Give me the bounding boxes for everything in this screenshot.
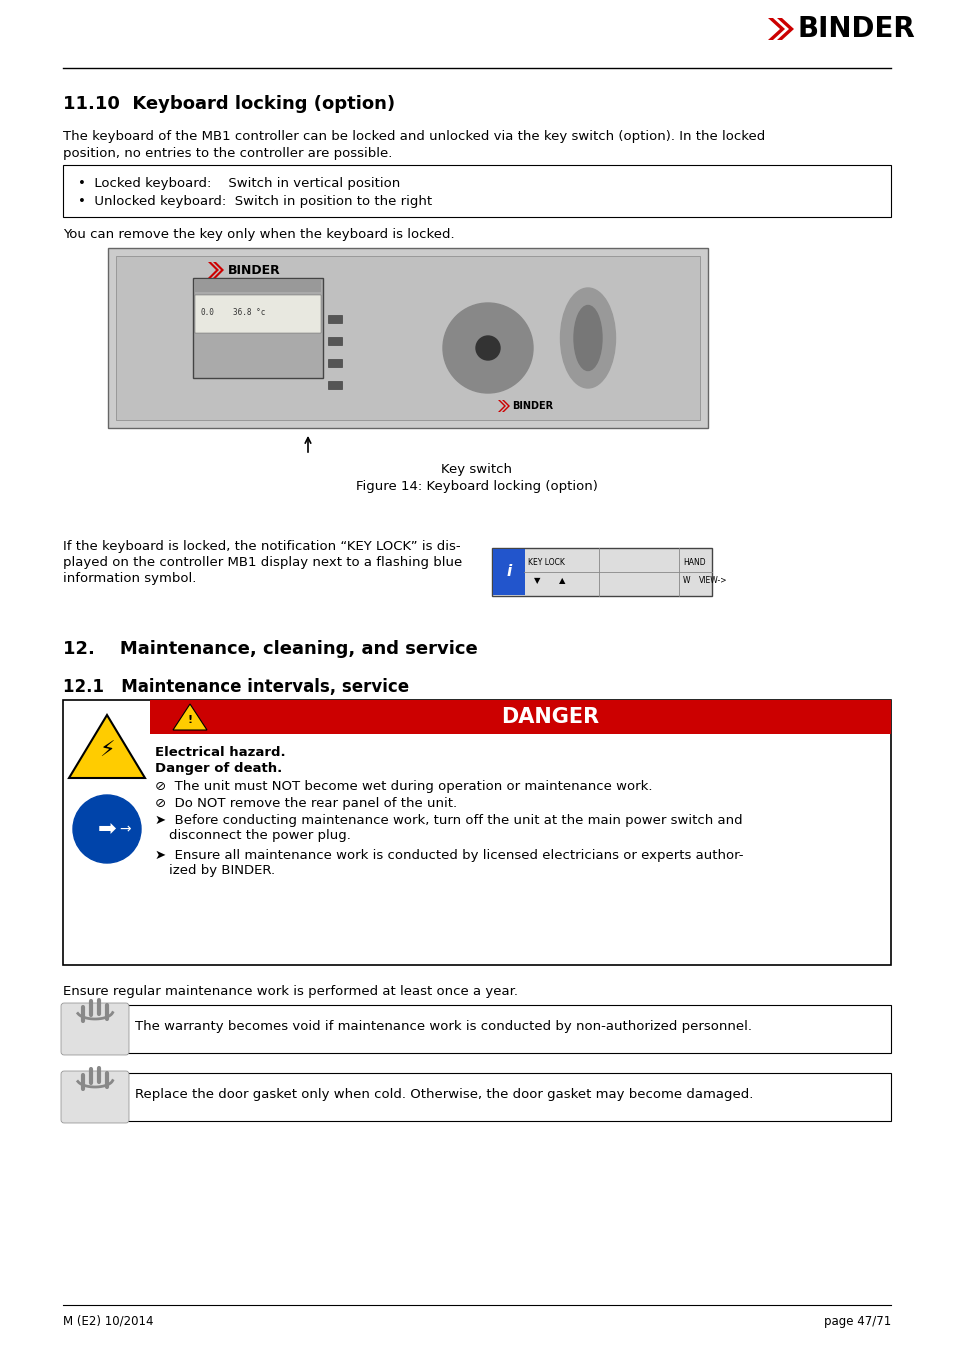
Text: information symbol.: information symbol. xyxy=(63,572,196,585)
FancyBboxPatch shape xyxy=(328,359,341,367)
Polygon shape xyxy=(172,703,207,730)
Polygon shape xyxy=(208,262,219,278)
Polygon shape xyxy=(501,400,510,412)
Text: W: W xyxy=(682,576,690,585)
Text: ➤  Ensure all maintenance work is conducted by licensed electricians or experts : ➤ Ensure all maintenance work is conduct… xyxy=(154,849,742,863)
Polygon shape xyxy=(776,18,793,40)
Text: ⊘  The unit must NOT become wet during operation or maintenance work.: ⊘ The unit must NOT become wet during op… xyxy=(154,780,652,792)
Text: ▼: ▼ xyxy=(534,576,540,585)
Circle shape xyxy=(73,795,141,863)
Text: DANGER: DANGER xyxy=(500,707,598,728)
Ellipse shape xyxy=(560,288,615,387)
FancyBboxPatch shape xyxy=(493,549,524,595)
Text: The warranty becomes void if maintenance work is conducted by non-authorized per: The warranty becomes void if maintenance… xyxy=(135,1021,751,1033)
Text: ⚡: ⚡ xyxy=(99,741,114,761)
Text: played on the controller MB1 display next to a flashing blue: played on the controller MB1 display nex… xyxy=(63,556,462,568)
Text: 0.0: 0.0 xyxy=(201,308,214,317)
Text: M (E2) 10/2014: M (E2) 10/2014 xyxy=(63,1315,153,1328)
Text: Ensure regular maintenance work is performed at least once a year.: Ensure regular maintenance work is perfo… xyxy=(63,986,517,998)
Text: HAND: HAND xyxy=(682,558,705,567)
Circle shape xyxy=(442,302,533,393)
Text: position, no entries to the controller are possible.: position, no entries to the controller a… xyxy=(63,147,392,161)
Text: i: i xyxy=(506,564,511,579)
Text: !: ! xyxy=(187,716,193,725)
FancyBboxPatch shape xyxy=(63,1004,890,1053)
FancyBboxPatch shape xyxy=(193,278,323,378)
FancyBboxPatch shape xyxy=(194,279,320,292)
Text: •  Unlocked keyboard:  Switch in position to the right: • Unlocked keyboard: Switch in position … xyxy=(78,194,432,208)
Text: disconnect the power plug.: disconnect the power plug. xyxy=(169,829,351,842)
FancyBboxPatch shape xyxy=(63,1073,890,1120)
Text: 12.1   Maintenance intervals, service: 12.1 Maintenance intervals, service xyxy=(63,678,409,697)
Ellipse shape xyxy=(574,305,601,370)
Text: Figure 14: Keyboard locking (option): Figure 14: Keyboard locking (option) xyxy=(355,481,598,493)
Text: VIEW->: VIEW-> xyxy=(699,576,727,585)
Polygon shape xyxy=(497,400,505,412)
Text: →: → xyxy=(119,822,131,836)
Circle shape xyxy=(476,336,499,360)
FancyBboxPatch shape xyxy=(116,256,700,420)
FancyBboxPatch shape xyxy=(61,1071,129,1123)
Text: ⊘  Do NOT remove the rear panel of the unit.: ⊘ Do NOT remove the rear panel of the un… xyxy=(154,796,456,810)
Text: Key switch: Key switch xyxy=(441,463,512,477)
Text: BINDER: BINDER xyxy=(228,263,280,277)
Text: The keyboard of the MB1 controller can be locked and unlocked via the key switch: The keyboard of the MB1 controller can b… xyxy=(63,130,764,143)
Text: If the keyboard is locked, the notification “KEY LOCK” is dis-: If the keyboard is locked, the notificat… xyxy=(63,540,460,553)
Text: 36.8 °c: 36.8 °c xyxy=(233,308,265,317)
Text: 11.10  Keyboard locking (option): 11.10 Keyboard locking (option) xyxy=(63,95,395,113)
Text: ▲: ▲ xyxy=(558,576,565,585)
FancyBboxPatch shape xyxy=(63,165,890,217)
FancyBboxPatch shape xyxy=(328,338,341,346)
Text: •  Locked keyboard:    Switch in vertical position: • Locked keyboard: Switch in vertical po… xyxy=(78,177,400,190)
Text: You can remove the key only when the keyboard is locked.: You can remove the key only when the key… xyxy=(63,228,455,242)
FancyBboxPatch shape xyxy=(63,701,890,965)
Text: BINDER: BINDER xyxy=(797,15,915,43)
Text: BINDER: BINDER xyxy=(512,401,553,410)
Text: 12.    Maintenance, cleaning, and service: 12. Maintenance, cleaning, and service xyxy=(63,640,477,657)
Polygon shape xyxy=(69,716,145,778)
Text: KEY LOCK: KEY LOCK xyxy=(527,558,564,567)
FancyBboxPatch shape xyxy=(108,248,707,428)
FancyBboxPatch shape xyxy=(150,701,890,734)
FancyBboxPatch shape xyxy=(328,381,341,389)
Text: ➤  Before conducting maintenance work, turn off the unit at the main power switc: ➤ Before conducting maintenance work, tu… xyxy=(154,814,741,828)
Polygon shape xyxy=(213,262,224,278)
Text: ized by BINDER.: ized by BINDER. xyxy=(169,864,274,878)
FancyBboxPatch shape xyxy=(492,548,711,595)
FancyBboxPatch shape xyxy=(328,315,341,323)
Polygon shape xyxy=(767,18,784,40)
Text: ➡: ➡ xyxy=(97,819,116,838)
FancyBboxPatch shape xyxy=(61,1003,129,1054)
Text: Electrical hazard.: Electrical hazard. xyxy=(154,747,285,759)
Text: Replace the door gasket only when cold. Otherwise, the door gasket may become da: Replace the door gasket only when cold. … xyxy=(135,1088,753,1102)
Text: page 47/71: page 47/71 xyxy=(822,1315,890,1328)
Text: Danger of death.: Danger of death. xyxy=(154,761,282,775)
FancyBboxPatch shape xyxy=(194,296,320,333)
